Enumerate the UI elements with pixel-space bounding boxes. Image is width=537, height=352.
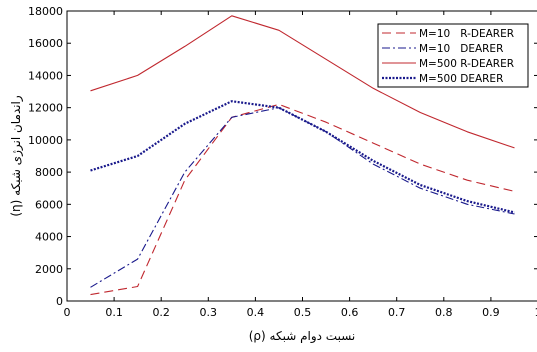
x-tick-label: 0 (64, 306, 71, 319)
legend-entry-m500-dearer: M=500 DEARER (419, 73, 503, 85)
y-tick-label: 4000 (35, 231, 63, 244)
x-tick-label: 0.4 (247, 306, 265, 319)
x-tick-label: 0.2 (152, 306, 170, 319)
y-tick-label: 14000 (28, 69, 63, 82)
y-tick-label: 2000 (35, 263, 63, 276)
x-tick-label: 0.1 (105, 306, 123, 319)
legend-entry-m500-r-dearer: M=500 R-DEARER (419, 58, 514, 70)
legend: M=10 R-DEARER M=10 DEARER M=500 R-DEARER… (378, 24, 528, 87)
y-tick-label: 12000 (28, 102, 63, 115)
x-tick-label: 0.9 (482, 306, 500, 319)
y-tick-label: 0 (56, 295, 63, 308)
y-tick-label: 6000 (35, 198, 63, 211)
y-tick-label: 8000 (35, 166, 63, 179)
x-tick-label: 0.5 (294, 306, 312, 319)
x-axis-label: نسبت دوام شبکه (ρ) (249, 329, 356, 344)
x-tick-label: 0.7 (388, 306, 406, 319)
x-tick-label: 0.3 (200, 306, 218, 319)
y-tick-label: 16000 (28, 37, 63, 50)
y-axis-label: راندمان انرژی شبکه (η) (9, 95, 24, 217)
legend-entry-m10-r-dearer: M=10 R-DEARER (419, 28, 514, 40)
legend-entry-m10-dearer: M=10 DEARER (419, 43, 503, 55)
y-tick-label: 10000 (28, 134, 63, 147)
x-tick-label: 0.8 (435, 306, 453, 319)
y-tick-label: 18000 (28, 5, 63, 18)
x-tick-label: 0.6 (341, 306, 359, 319)
